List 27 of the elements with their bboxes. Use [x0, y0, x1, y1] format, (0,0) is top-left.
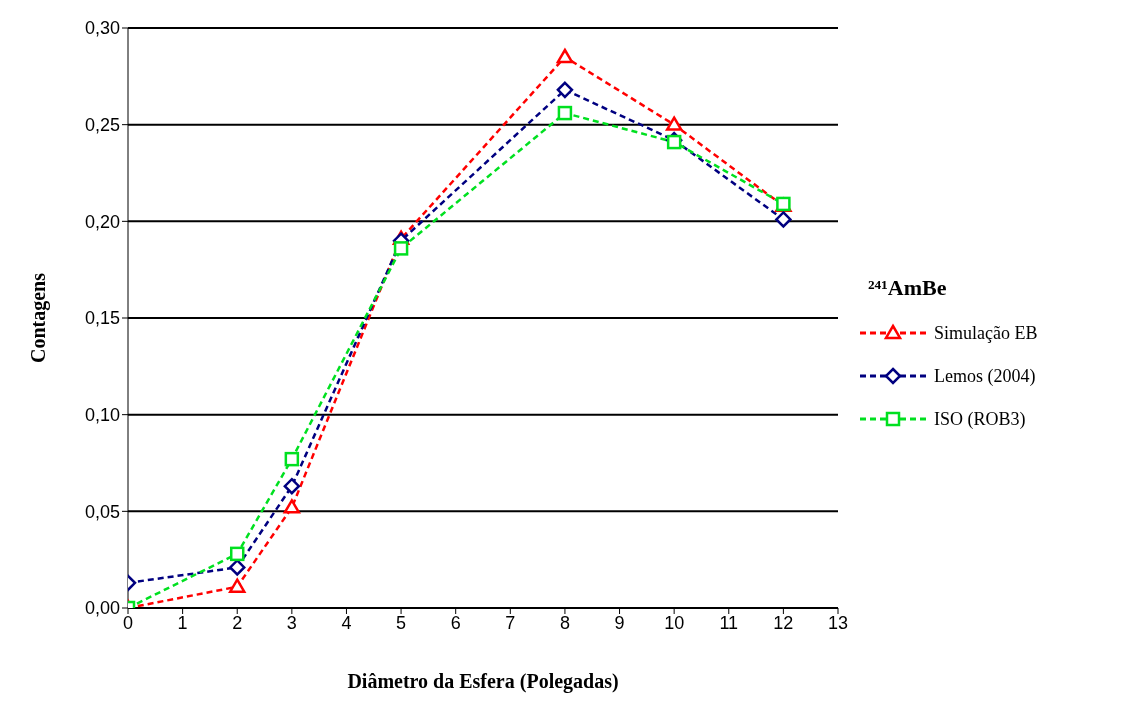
legend-label: ISO (ROB3)	[934, 408, 1026, 430]
x-tick-label: 0	[122, 612, 134, 633]
x-tick-label: 10	[664, 612, 685, 633]
x-axis-title: Diâmetro da Esfera (Polegadas)	[347, 670, 619, 693]
x-tick-label: 11	[719, 612, 739, 633]
y-tick-label: 0,30	[84, 18, 120, 39]
x-tick-label: 5	[396, 612, 407, 633]
y-tick-label: 0,15	[84, 308, 120, 329]
y-tick-label: 0,20	[84, 211, 120, 232]
x-tick-label: 8	[559, 612, 570, 633]
y-tick-label: 0,25	[84, 115, 120, 136]
x-tick-label: 3	[286, 612, 297, 633]
legend-label: Simulação EB	[934, 322, 1038, 344]
x-tick-label: 12	[773, 612, 794, 633]
y-tick-label: 0,05	[84, 501, 120, 522]
legend-label: Lemos (2004)	[934, 365, 1036, 387]
y-tick-label: 0,10	[84, 405, 120, 426]
x-tick-label: 2	[232, 612, 243, 633]
y-axis-title: Contagens	[27, 272, 51, 364]
y-tick-label: 0,00	[84, 598, 120, 619]
legend-title: ²⁴¹AmBe	[867, 274, 948, 301]
x-tick-label: 7	[505, 612, 516, 633]
x-tick-label: 9	[614, 612, 625, 633]
x-tick-label: 1	[177, 612, 188, 633]
x-tick-label: 6	[450, 612, 461, 633]
x-tick-label: 13	[827, 612, 849, 633]
x-tick-label: 4	[341, 612, 352, 633]
